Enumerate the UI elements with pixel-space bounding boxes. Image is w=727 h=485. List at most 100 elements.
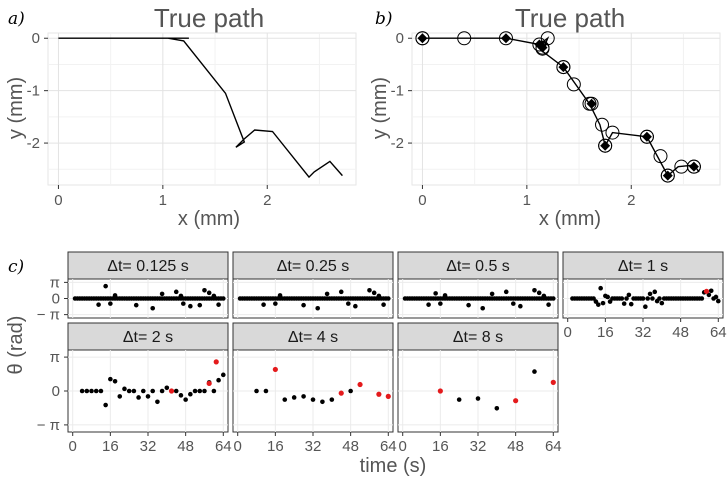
data-point: [657, 296, 662, 301]
x-tick-label: 1: [159, 192, 167, 209]
x-tick-label: 0: [399, 438, 407, 455]
filled-marker-ring: [556, 60, 571, 75]
data-point: [647, 291, 653, 297]
facet-3: Δt= 0.5 s: [397, 251, 559, 319]
data-point: [550, 296, 556, 301]
panel-b-plot: 0 1 2 0 -1 -2: [391, 30, 721, 209]
data-point: [518, 303, 523, 309]
x-tick-label: 0: [234, 438, 242, 455]
data-point: [706, 292, 712, 298]
open-marker: [457, 31, 472, 46]
data-point: [122, 386, 127, 392]
data-point: [89, 388, 94, 394]
x-tick-label: 32: [140, 438, 157, 455]
x-tick-label: 16: [597, 324, 614, 341]
panel-a-xlabel: x (mm): [178, 208, 240, 230]
filled-marker: [537, 42, 548, 53]
x-tick-label: 2: [263, 192, 271, 209]
data-point: [546, 302, 551, 307]
panel-c-xlabel: time (s): [360, 455, 427, 477]
data-point: [112, 378, 118, 384]
data-point: [367, 287, 372, 293]
filled-marker-ring: [415, 31, 430, 46]
panel-a-ylabel: y (mm): [5, 77, 27, 139]
panel-tag-a: a): [8, 9, 25, 29]
panel-tag-b: b): [375, 9, 393, 29]
filled-marker-ring: [532, 37, 547, 52]
data-point: [188, 303, 193, 309]
data-point: [301, 394, 306, 399]
y-tick-label: − π: [37, 307, 60, 324]
path-line: [58, 37, 343, 179]
data-point: [385, 296, 391, 301]
data-point: [206, 290, 212, 296]
filled-marker-ring: [639, 129, 654, 144]
data-point: [188, 391, 193, 397]
data-point: [659, 300, 665, 306]
plot-area: [411, 32, 721, 186]
filled-marker: [662, 170, 673, 181]
data-point: [626, 292, 632, 298]
y-tick-label: π: [50, 349, 60, 366]
data-point: [489, 291, 495, 297]
data-point: [456, 397, 462, 402]
x-tick-label: 0: [564, 324, 572, 341]
plot-layer: 0 1 20-1-20 1 20-1-2Δt= 0.125 sπ0− πΔt= 0.25…: [27, 30, 727, 455]
facet-strip-label: Δt= 0.5 s: [446, 258, 510, 275]
data-point: [273, 301, 278, 306]
y-tick-label: -2: [391, 135, 404, 152]
data-point: [291, 395, 297, 400]
data-point: [480, 305, 486, 311]
data-point: [216, 302, 221, 307]
facet-strip-label: Δt= 0.25 s: [277, 258, 350, 275]
panel-b-ylabel: y (mm): [369, 77, 391, 139]
data-point: [650, 296, 655, 301]
filled-marker: [417, 33, 428, 44]
data-point: [329, 397, 335, 402]
facet-1: Δt= 0.125 s π0− π: [37, 251, 229, 324]
data-point: [108, 376, 113, 382]
highlight-point: [206, 380, 212, 387]
y-tick-label: 0: [396, 30, 404, 47]
x-tick-label: 0: [418, 192, 426, 209]
panel-a-title: True path: [154, 3, 264, 33]
data-point: [475, 396, 481, 401]
data-point: [183, 397, 188, 402]
data-point: [708, 288, 714, 294]
facet-4: Δt= 1 s 0 16 32 48 64: [562, 251, 727, 341]
data-point: [173, 388, 179, 394]
filled-marker-ring: [686, 159, 701, 174]
x-tick-label: 64: [380, 438, 397, 455]
filled-marker: [500, 33, 511, 44]
facet-strip-label: Δt= 8 s: [453, 329, 503, 346]
y-tick-label: -1: [391, 83, 404, 100]
data-point: [103, 283, 108, 289]
data-point: [426, 302, 431, 307]
facet-strip-label: Δt= 2 s: [123, 329, 173, 346]
data-point: [112, 293, 118, 298]
data-point: [315, 305, 321, 311]
filled-marker: [600, 140, 611, 151]
filled-marker-ring: [498, 31, 513, 46]
highlight-point: [357, 381, 363, 388]
data-point: [202, 287, 207, 293]
data-point: [320, 399, 325, 405]
data-point: [98, 388, 104, 394]
data-point: [173, 289, 179, 295]
filled-marker: [641, 131, 652, 142]
data-point: [150, 305, 156, 311]
data-point: [536, 290, 542, 296]
data-point: [164, 385, 170, 391]
data-point: [197, 302, 203, 308]
data-point: [159, 388, 165, 394]
facet-strip: [67, 322, 229, 351]
data-point: [652, 289, 658, 295]
data-point: [93, 388, 99, 394]
data-point: [345, 301, 351, 306]
data-point: [192, 388, 198, 394]
x-tick-label: 48: [507, 438, 524, 455]
x-tick-label: 32: [470, 438, 487, 455]
facet-strip-label: Δt= 1 s: [618, 258, 668, 275]
data-point: [301, 302, 306, 308]
data-point: [541, 293, 547, 299]
